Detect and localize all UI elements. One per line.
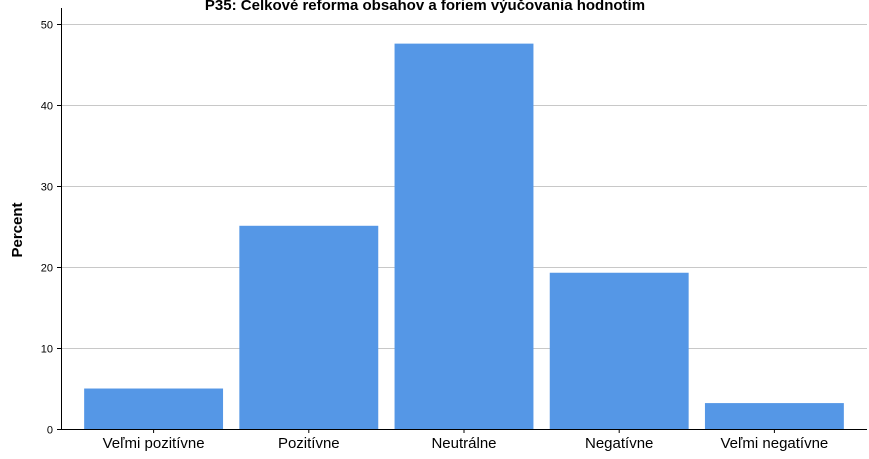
bar — [394, 43, 534, 429]
y-tick-label: 10 — [41, 344, 53, 356]
chart-title: P35: Celkové reforma obsahov a foriem vý… — [205, 0, 645, 14]
bar — [704, 403, 844, 429]
x-tick-label: Veľmi negatívne — [721, 435, 829, 452]
bar — [549, 272, 689, 429]
y-tick-label: 40 — [41, 101, 53, 113]
x-tick-label: Negatívne — [585, 435, 653, 452]
y-tick-label: 0 — [47, 425, 53, 437]
bars — [84, 43, 844, 429]
y-tick-label: 50 — [41, 20, 53, 32]
bar — [84, 388, 224, 429]
bar — [239, 225, 379, 429]
labels: 0 10 20 30 40 50 Veľmi pozitívne Pozitívne Neutr… — [41, 20, 829, 453]
axes — [57, 8, 867, 433]
x-tick-label: Neutrálne — [431, 435, 496, 452]
y-axis-title: Percent — [9, 202, 26, 257]
x-tick-label: Veľmi pozitívne — [103, 435, 205, 452]
y-tick-label: 20 — [41, 263, 53, 275]
y-tick-label: 30 — [41, 182, 53, 194]
x-tick-label: Pozitívne — [278, 435, 340, 452]
